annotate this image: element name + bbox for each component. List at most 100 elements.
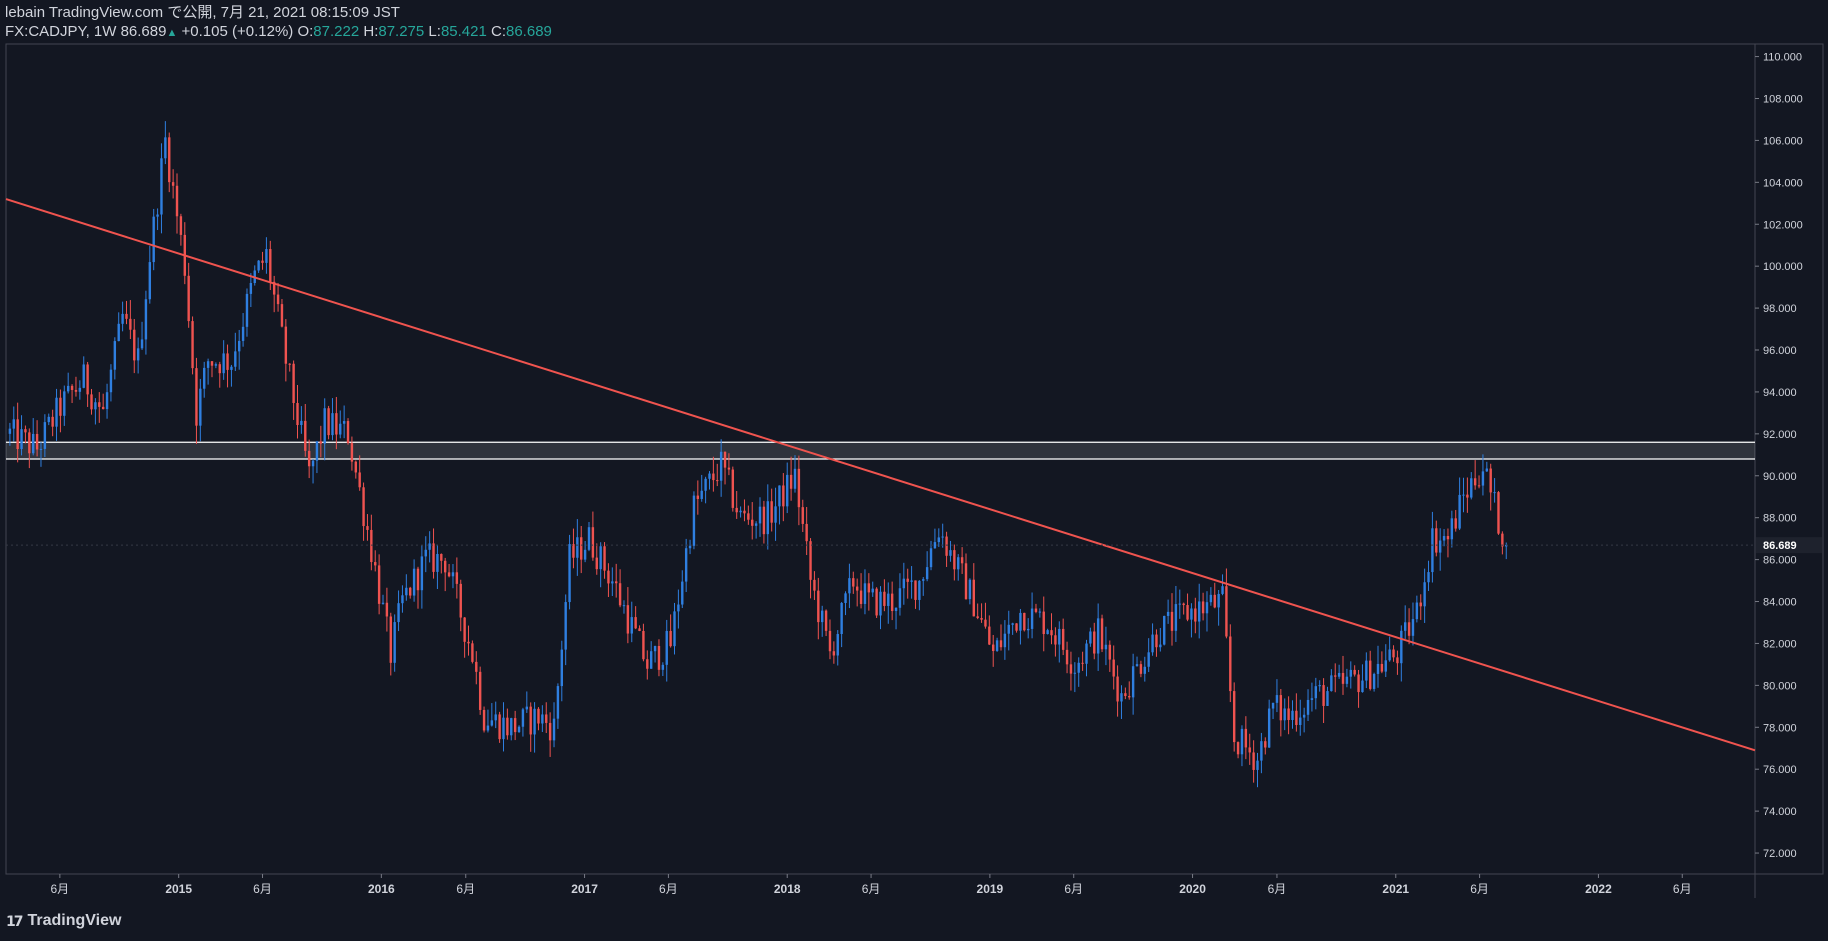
- candle-body-up: [649, 651, 653, 669]
- candle-body-up: [428, 543, 431, 550]
- price-tick-label: 92.000: [1763, 429, 1797, 441]
- candle-body-down: [1225, 586, 1228, 637]
- candle-body-down: [1396, 657, 1399, 664]
- price-axis[interactable]: [1754, 43, 1824, 875]
- candle-body-down: [626, 605, 630, 634]
- candle-body-up: [1337, 672, 1341, 677]
- candle-body-down: [548, 722, 552, 741]
- candle-body-up: [552, 718, 556, 741]
- candle-body-down: [440, 553, 443, 561]
- low-label: L:: [428, 23, 441, 40]
- resistance-zone[interactable]: [6, 441, 1755, 460]
- candle-body-up: [766, 501, 769, 535]
- candle-body-up: [871, 588, 874, 593]
- candle-body-up: [1283, 708, 1286, 721]
- candle-body-up: [63, 391, 66, 416]
- candle-body-down: [1023, 612, 1026, 631]
- candle-body-down: [70, 385, 74, 390]
- candle-body-up: [1166, 611, 1170, 616]
- time-tick-label: 2019: [977, 882, 1004, 896]
- trend-line[interactable]: [5, 198, 1756, 752]
- candle-body-up: [1310, 698, 1314, 700]
- candle-body-down: [1093, 631, 1096, 654]
- candle-body-up: [684, 548, 688, 582]
- candle-body-up: [420, 556, 424, 591]
- candle-body-up: [754, 523, 758, 526]
- candle-body-up: [611, 581, 614, 584]
- candle-body-up: [1349, 669, 1352, 677]
- candle-body-up: [848, 578, 851, 594]
- price-tick-label: 86.000: [1763, 555, 1797, 567]
- candle-body-up: [933, 542, 937, 549]
- candle-body-up: [564, 602, 567, 650]
- zone-fill: [6, 442, 1755, 459]
- time-tick-label: 6月: [1268, 882, 1287, 896]
- candle-body-up: [1299, 717, 1302, 725]
- candle-body-up: [152, 216, 155, 263]
- candle-body-down: [284, 326, 288, 364]
- candle-body-down: [1124, 693, 1127, 697]
- candle-body-down: [1186, 605, 1189, 620]
- low-value: 85.421: [440, 23, 487, 40]
- candle-body-down: [972, 579, 975, 617]
- candle-body-down: [370, 529, 373, 563]
- candle-body-down: [443, 560, 447, 573]
- candle-body-down: [447, 572, 451, 577]
- candle-body-down: [1466, 494, 1469, 498]
- candle-body-down: [1194, 608, 1197, 622]
- candle-body-up: [1159, 644, 1162, 648]
- candle-body-up: [541, 714, 544, 724]
- time-tick-label: 2016: [368, 882, 395, 896]
- candle-body-down: [1279, 695, 1283, 721]
- candle-body-up: [1411, 619, 1415, 636]
- candle-body-up: [941, 536, 944, 538]
- high-value: 87.275: [378, 23, 425, 40]
- candle-body-up: [1291, 710, 1294, 721]
- candle-body-up: [1302, 714, 1306, 718]
- candle-body-down: [914, 580, 917, 600]
- candle-body-up: [66, 385, 70, 392]
- candle-body-down: [319, 441, 323, 444]
- candle-body-down: [327, 408, 330, 436]
- candle-body-down: [191, 321, 194, 369]
- candle-body-up: [1221, 586, 1224, 594]
- candle-body-up: [1400, 630, 1403, 664]
- candle-body-down: [1229, 636, 1232, 692]
- candle-body-down: [292, 363, 295, 404]
- candle-body-down: [1501, 533, 1504, 547]
- time-tick-label: 6月: [253, 882, 272, 896]
- candle-body-down: [226, 353, 229, 370]
- candle-body-down: [813, 579, 816, 591]
- open-label: O:: [297, 23, 314, 40]
- candle-body-up: [1089, 631, 1092, 644]
- close-value: 86.689: [506, 23, 552, 40]
- time-tick-label: 6月: [51, 882, 70, 896]
- candle-body-up: [840, 603, 843, 635]
- tradingview-logo[interactable]: 𝟭𝟳 TradingView: [6, 912, 121, 930]
- candle-body-down: [747, 513, 750, 520]
- candle-body-down: [195, 368, 198, 426]
- candle-body-down: [805, 523, 808, 542]
- candle-body-down: [1108, 644, 1112, 660]
- candle-body-down: [875, 588, 878, 616]
- candle-body-up: [583, 549, 587, 560]
- candle-body-up: [140, 339, 144, 349]
- candle-body-up: [249, 282, 253, 294]
- candle-body-up: [20, 429, 23, 450]
- candle-body-down: [789, 474, 793, 489]
- candle-body-down: [1155, 634, 1158, 648]
- candle-body-up: [1147, 652, 1150, 667]
- candle-body-down: [1341, 672, 1345, 684]
- candle-body-up: [381, 602, 385, 604]
- candle-body-up: [937, 537, 941, 543]
- candle-body-up: [949, 550, 952, 556]
- candle-body-down: [478, 671, 482, 710]
- price-tick-label: 80.000: [1763, 680, 1797, 692]
- candle-body-up: [910, 580, 913, 582]
- candle-body-up: [1240, 728, 1244, 755]
- candle-body-down: [859, 590, 863, 604]
- time-tick-label: 6月: [1470, 882, 1489, 896]
- candle-body-down: [98, 402, 101, 407]
- candle-body-down: [832, 651, 836, 656]
